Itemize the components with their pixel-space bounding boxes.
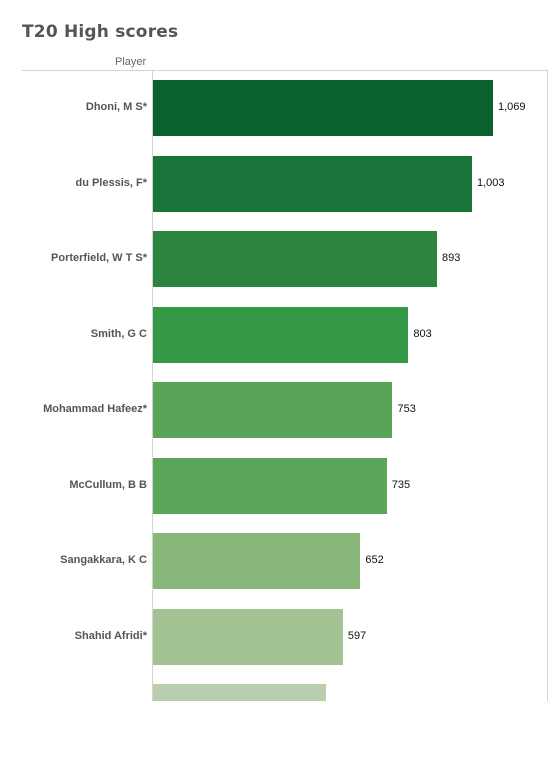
bar[interactable] xyxy=(153,457,387,514)
right-border xyxy=(547,70,548,701)
data-label: 597 xyxy=(347,629,367,642)
bar-row: Sangakkara, K C 652 xyxy=(0,523,558,598)
bar-row: Smith, G C 803 xyxy=(0,297,558,372)
bar-row: McCullum, B B 735 xyxy=(0,448,558,523)
bar[interactable] xyxy=(153,231,438,287)
bar-row: du Plessis, F* 1,003 xyxy=(0,146,558,221)
bar-row: Williamson, K S* xyxy=(0,674,558,701)
category-label: McCullum, B B xyxy=(69,478,147,491)
data-label: 652 xyxy=(365,554,384,566)
data-label: 735 xyxy=(391,478,411,491)
bar[interactable] xyxy=(153,608,343,665)
bar[interactable] xyxy=(153,382,393,438)
bar-row: Dhoni, M S* 1,069 xyxy=(0,70,558,145)
bar[interactable] xyxy=(153,155,472,212)
category-label: Porterfield, W T S* xyxy=(51,252,147,264)
bar[interactable] xyxy=(153,684,327,701)
category-label: Shahid Afridi* xyxy=(74,629,147,642)
data-label: 753 xyxy=(397,403,416,415)
bar-row: Shahid Afridi* 597 xyxy=(0,599,558,674)
category-label: Smith, G C xyxy=(90,327,147,340)
bar-chart: Dhoni, M S* 1,069 du Plessis, F* 1,003 Porte… xyxy=(0,70,558,701)
chart-title: T20 High scores xyxy=(22,22,179,42)
category-label: Sangakkara, K C xyxy=(60,554,147,566)
data-label: 803 xyxy=(413,327,432,340)
bar-row: Porterfield, W T S* 893 xyxy=(0,221,558,296)
data-label: 893 xyxy=(442,252,461,264)
category-label: du Plessis, F* xyxy=(75,176,147,189)
category-label: Dhoni, M S* xyxy=(85,101,147,113)
category-label: Mohammad Hafeez* xyxy=(43,403,147,415)
data-label: 1,069 xyxy=(498,101,526,113)
column-header-player: Player xyxy=(115,56,147,68)
header-divider xyxy=(22,70,548,71)
category-axis-line xyxy=(152,70,153,701)
data-label: 1,003 xyxy=(477,176,505,189)
bar-row: Mohammad Hafeez* 753 xyxy=(0,372,558,447)
bar[interactable] xyxy=(153,80,493,136)
bar[interactable] xyxy=(153,306,409,363)
bar[interactable] xyxy=(153,533,361,589)
